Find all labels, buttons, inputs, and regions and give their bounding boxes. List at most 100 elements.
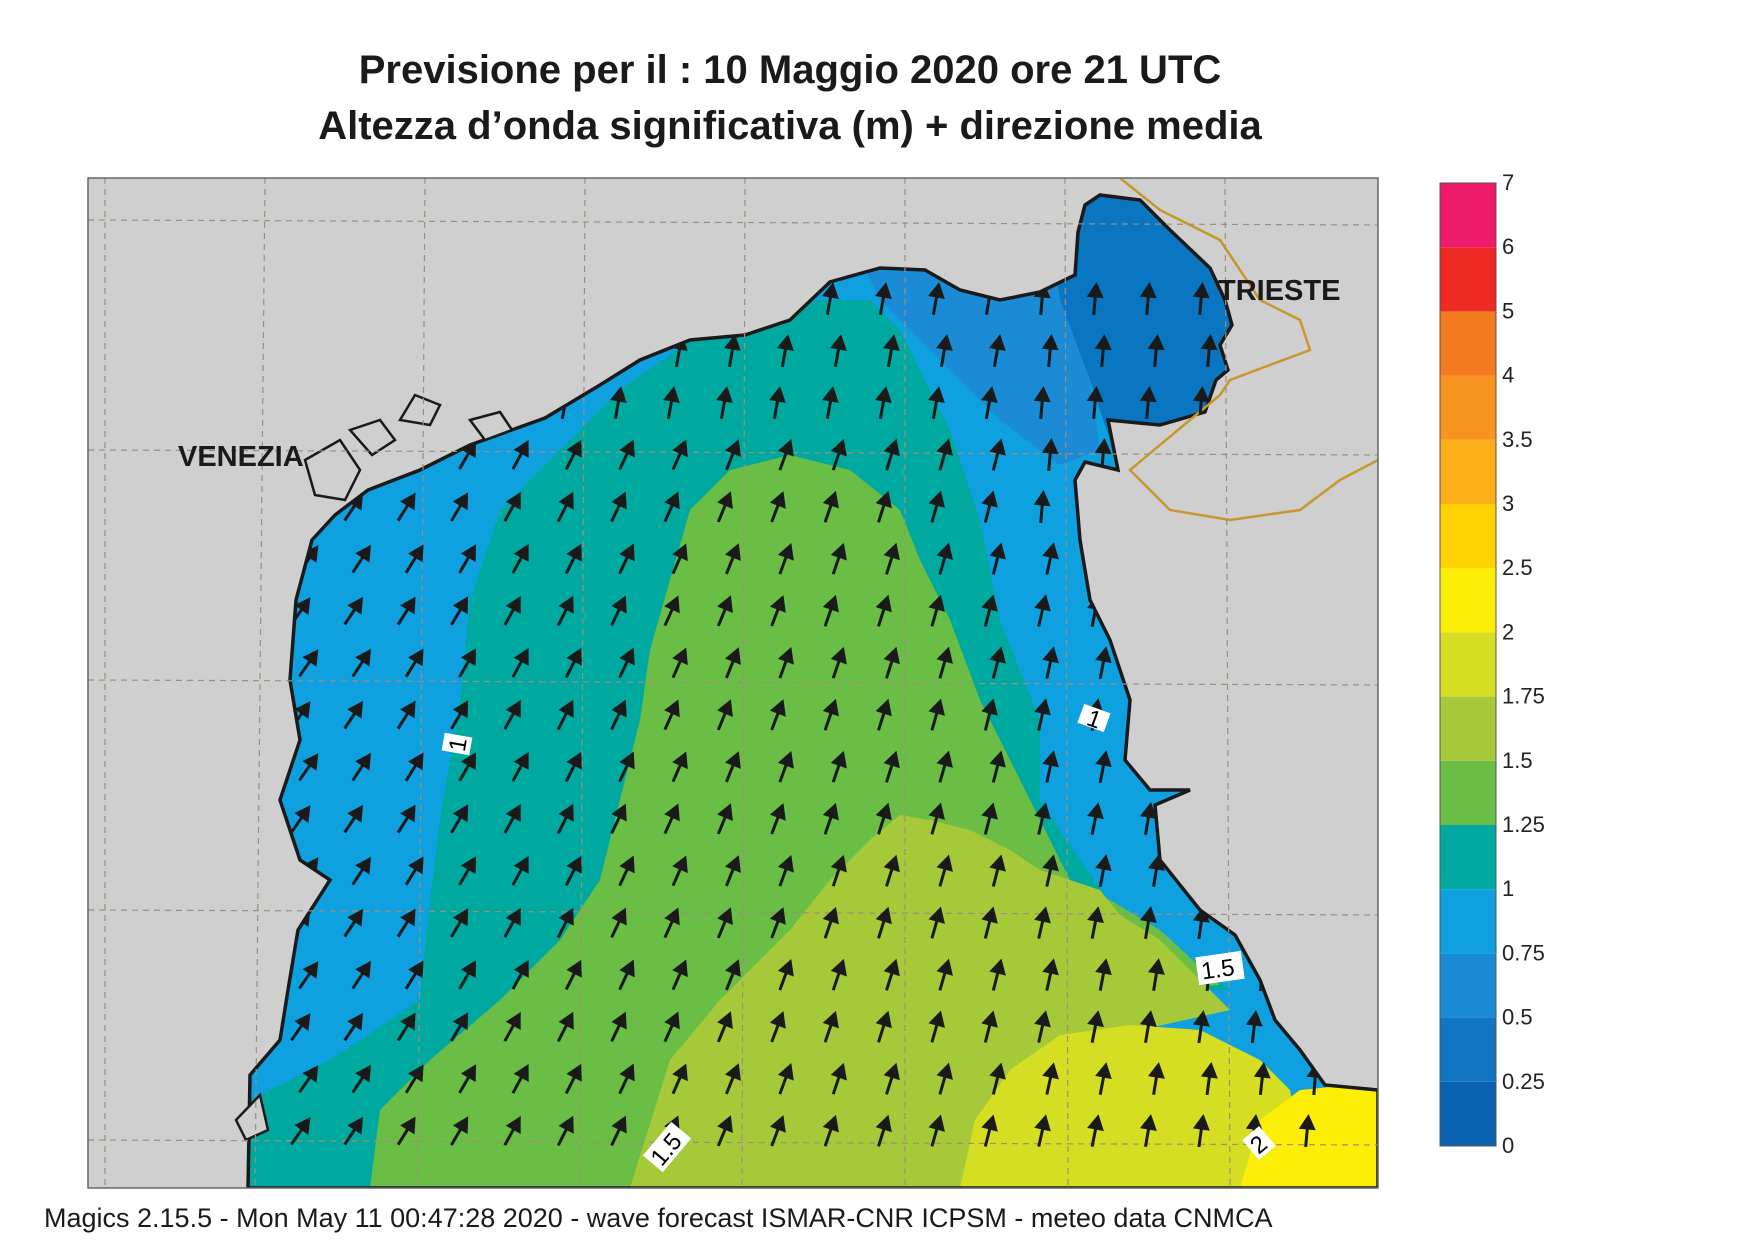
- direction-arrow-head: [558, 595, 574, 614]
- direction-arrow-head: [347, 908, 364, 927]
- direction-arrow-head: [408, 1064, 424, 1083]
- direction-arrow-head: [724, 855, 741, 873]
- direction-arrow-head: [611, 491, 627, 510]
- direction-arrow-head: [294, 805, 311, 823]
- direction-arrow-head: [1095, 1062, 1112, 1080]
- direction-arrow-head: [302, 649, 319, 667]
- zone-2-2.5: [1240, 1085, 1378, 1188]
- direction-arrow-head: [1034, 802, 1051, 820]
- legend-label: 0.5: [1502, 1005, 1533, 1030]
- direction-arrow-head: [875, 698, 892, 717]
- direction-arrow-head: [566, 543, 582, 562]
- direction-arrow-head: [1042, 854, 1059, 872]
- direction-arrow-head: [883, 646, 900, 665]
- direction-arrow-head: [777, 646, 794, 665]
- legend-label: 0.75: [1502, 940, 1545, 965]
- legend-label: 0.25: [1502, 1069, 1545, 1094]
- direction-arrow-head: [619, 439, 635, 458]
- direction-arrow-head: [672, 439, 688, 458]
- direction-arrow-head: [513, 856, 529, 874]
- legend-swatch: [1440, 632, 1496, 697]
- direction-arrow-head: [981, 802, 998, 820]
- direction-arrow-head: [724, 959, 741, 977]
- direction-arrow-head: [875, 282, 892, 300]
- direction-arrow-head: [452, 596, 469, 615]
- direction-arrow-head: [1147, 854, 1165, 871]
- legend-swatch: [1440, 760, 1496, 825]
- direction-arrow-head: [347, 804, 364, 823]
- direction-arrow-head: [672, 751, 688, 770]
- direction-arrow-head: [566, 647, 582, 666]
- colorbar-legend: 0 0.25 0.5 0.75 1 1.25 1.5 1.75 2 2.5 3 3.5 4 5 6 7: [1439, 170, 1545, 1158]
- direction-arrow-head: [981, 1010, 998, 1028]
- direction-arrow-head: [1034, 698, 1051, 716]
- direction-arrow-head: [558, 1011, 574, 1030]
- direction-arrow-head: [1041, 333, 1059, 351]
- direction-arrow-head: [408, 960, 424, 979]
- legend-swatch: [1440, 183, 1496, 248]
- direction-arrow-head: [1147, 1062, 1165, 1079]
- direction-arrow-head: [936, 750, 953, 768]
- direction-arrow-head: [513, 544, 529, 562]
- direction-arrow-head: [883, 854, 900, 873]
- direction-arrow-head: [347, 1116, 364, 1135]
- direction-arrow-head: [513, 752, 529, 770]
- direction-arrow-head: [505, 492, 521, 510]
- direction-arrow-head: [1087, 1010, 1104, 1028]
- svg-text:1: 1: [444, 736, 473, 754]
- direction-arrow-head: [611, 595, 627, 614]
- direction-arrow-head: [724, 1063, 741, 1081]
- direction-arrow-head: [460, 544, 477, 563]
- city-venezia: VENEZIA: [178, 441, 304, 473]
- direction-arrow-head: [777, 1062, 794, 1081]
- direction-arrow-head: [347, 700, 364, 719]
- direction-arrow-head: [822, 490, 839, 509]
- direction-arrow-head: [558, 699, 574, 718]
- direction-arrow-head: [1033, 489, 1051, 507]
- legend-label: 6: [1502, 234, 1514, 259]
- direction-arrow-head: [294, 1013, 311, 1031]
- direction-arrow-head: [928, 386, 945, 404]
- direction-arrow-head: [664, 907, 680, 926]
- legend-swatch: [1440, 439, 1496, 504]
- direction-arrow-head: [989, 646, 1006, 664]
- direction-arrow-head: [822, 1114, 839, 1133]
- direction-arrow-head: [558, 803, 574, 822]
- direction-arrow-head: [777, 542, 794, 561]
- legend-swatch: [1440, 825, 1496, 890]
- direction-arrow-head: [611, 1011, 627, 1030]
- direction-arrow-head: [717, 1011, 733, 1029]
- direction-arrow-head: [672, 647, 688, 666]
- legend-label: 1.5: [1502, 748, 1533, 773]
- direction-arrow-head: [302, 961, 319, 979]
- direction-arrow-head: [989, 438, 1006, 456]
- direction-arrow-head: [777, 750, 794, 769]
- direction-arrow-head: [1245, 1009, 1263, 1027]
- direction-arrow-head: [452, 492, 469, 511]
- direction-arrow-head: [989, 542, 1006, 560]
- direction-arrow-head: [830, 958, 847, 977]
- direction-arrow-head: [1139, 802, 1157, 819]
- direction-arrow-head: [875, 386, 892, 404]
- direction-arrow-head: [883, 750, 900, 769]
- direction-arrow-head: [294, 597, 311, 615]
- direction-arrow-head: [928, 1114, 945, 1132]
- direction-arrow-head: [672, 543, 688, 562]
- direction-arrow-head: [610, 386, 627, 404]
- direction-arrow-head: [460, 856, 477, 875]
- direction-arrow-head: [1139, 1114, 1157, 1131]
- direction-arrow-head: [724, 439, 741, 457]
- direction-arrow-head: [1034, 906, 1051, 924]
- direction-arrow-head: [830, 1062, 847, 1081]
- direction-arrow-head: [875, 802, 892, 821]
- direction-arrow-head: [1033, 385, 1051, 403]
- direction-arrow-head: [513, 648, 529, 666]
- direction-arrow-head: [505, 1116, 521, 1134]
- direction-arrow-head: [566, 1063, 582, 1082]
- direction-arrow-head: [830, 854, 847, 873]
- legend-label: 7: [1502, 170, 1514, 195]
- zone-1.5-1.75: [630, 815, 1230, 1188]
- direction-arrow-head: [452, 804, 469, 823]
- direction-arrow-head: [347, 1012, 364, 1031]
- direction-arrow-head: [883, 438, 900, 457]
